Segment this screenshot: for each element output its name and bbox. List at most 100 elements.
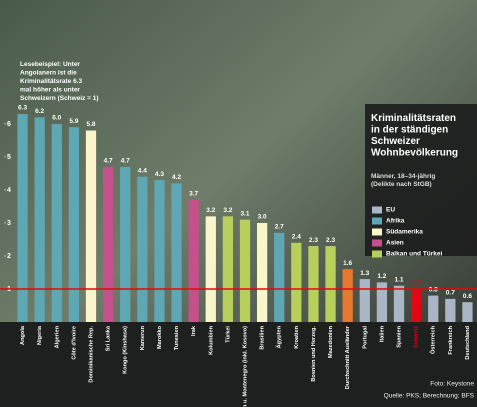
value-label: 1.3 xyxy=(360,270,369,277)
x-tick-label: Kamerun xyxy=(140,325,146,350)
bar xyxy=(393,285,405,322)
value-label: 0.6 xyxy=(463,293,472,300)
legend-label: Balkan und Türkei xyxy=(386,251,443,258)
value-label: 6.0 xyxy=(52,115,61,122)
bar xyxy=(51,123,62,322)
value-label: 3.2 xyxy=(206,207,215,214)
bar xyxy=(359,279,370,322)
bar xyxy=(342,269,353,322)
bar xyxy=(188,199,199,322)
legend-swatch xyxy=(372,250,382,258)
value-label: 3.7 xyxy=(189,191,198,198)
bar xyxy=(445,298,456,322)
y-tick-label: 4 xyxy=(7,187,11,194)
label-band xyxy=(0,322,477,407)
chart-title-text: Kriminalitätsraten in der ständigen Schwei… xyxy=(371,113,458,159)
value-label: 1.0 xyxy=(412,280,421,287)
value-label: 2.4 xyxy=(292,233,301,240)
chart-subtitle: Männer, 18–34-jährig (Delikte nach StGB) xyxy=(371,173,435,188)
bar xyxy=(291,242,302,322)
value-label: 3.0 xyxy=(258,214,267,221)
x-tick-label: Tunesien xyxy=(174,325,180,350)
bar xyxy=(171,183,182,322)
value-label: 4.7 xyxy=(104,158,113,165)
x-tick-label: Kolumbien xyxy=(208,325,214,354)
x-tick-label: Serbien u. Montenegro (inkl. Kosovo) xyxy=(242,326,248,407)
y-tick-label: 5 xyxy=(7,154,11,161)
value-label: 4.4 xyxy=(138,167,147,174)
x-tick-label: Irak xyxy=(191,325,197,336)
x-tick-label: Angola xyxy=(20,325,26,345)
legend-swatch xyxy=(372,228,382,236)
annotation-text: Lesebeispiel: Unter Angolanern ist die Kri… xyxy=(20,61,99,102)
x-tick-label: Kongo (Kinshasa) xyxy=(123,326,129,374)
bar xyxy=(274,232,285,322)
photo-credit: Foto: Keystone xyxy=(430,381,474,388)
bar xyxy=(154,180,165,322)
legend-label: Asien xyxy=(386,240,404,247)
value-label: 5.9 xyxy=(69,118,78,125)
value-label: 4.2 xyxy=(172,174,181,181)
chart-title: Kriminalitätsraten in der ständigen Schwei… xyxy=(371,113,458,159)
x-tick-label: Durchschnitt Ausländer xyxy=(345,325,351,389)
bar xyxy=(462,302,473,322)
value-label: 1.6 xyxy=(343,260,352,267)
value-label: 4.3 xyxy=(155,171,164,178)
value-label: 5.8 xyxy=(86,121,95,128)
value-label: 4.7 xyxy=(121,158,130,165)
legend-label: Südamerika xyxy=(386,229,423,236)
bar xyxy=(410,288,422,322)
x-tick-label: Mazedonien xyxy=(328,325,334,358)
bar xyxy=(102,166,114,322)
x-tick-label: Portugal xyxy=(362,326,368,349)
x-tick-label: Côte d'Ivoire xyxy=(71,326,77,360)
x-tick-label: Ägypten xyxy=(276,325,283,348)
value-label: 2.3 xyxy=(326,237,335,244)
legend-label: EU xyxy=(386,207,395,214)
bar xyxy=(85,130,97,322)
x-tick-label: Brasilien xyxy=(260,325,266,349)
value-label: 1.2 xyxy=(377,273,386,280)
value-label: 1.1 xyxy=(394,276,403,283)
bar xyxy=(239,219,251,322)
value-label: 3.1 xyxy=(240,210,249,217)
x-tick-label: Schweiz xyxy=(414,326,420,348)
x-tick-label: Dominikanische Rep. xyxy=(88,326,94,383)
bar xyxy=(256,222,268,322)
x-tick-label: Spanien xyxy=(396,325,402,347)
bar xyxy=(137,176,148,322)
x-tick-label: Österreich xyxy=(430,325,437,354)
bar xyxy=(120,166,131,322)
legend-swatch xyxy=(372,206,382,214)
value-label: 2.3 xyxy=(309,237,318,244)
y-tick-label: 2 xyxy=(7,253,11,260)
x-tick-label: Algerien xyxy=(54,325,60,348)
legend-swatch xyxy=(372,217,382,225)
x-tick-label: Türkei xyxy=(225,326,231,343)
value-label: 6.3 xyxy=(18,105,27,112)
x-tick-label: Bosnien und Herzeg. xyxy=(311,326,317,382)
value-label: 6.2 xyxy=(35,108,44,115)
bar xyxy=(376,282,388,322)
value-label: 2.7 xyxy=(275,224,284,231)
legend-label: Afrika xyxy=(386,218,405,225)
bar xyxy=(17,114,28,322)
bar xyxy=(205,216,216,322)
bar xyxy=(428,295,439,322)
bar xyxy=(325,246,336,322)
bar xyxy=(68,127,80,322)
bar xyxy=(34,117,45,323)
x-tick-label: Frankreich xyxy=(448,325,454,354)
source-credit: Quelle: PKS; Berechnung: BFS xyxy=(384,393,475,400)
x-tick-label: Nigeria xyxy=(37,325,43,345)
x-tick-label: Sri Lanka xyxy=(106,325,112,351)
value-label: 0.7 xyxy=(446,290,455,297)
annotation: Lesebeispiel: Unter Angolanern ist die Kri… xyxy=(20,61,99,102)
x-tick-label: Italien xyxy=(379,325,385,342)
legend-swatch xyxy=(372,239,382,247)
bar xyxy=(222,216,234,322)
x-tick-label: Deutschland xyxy=(465,325,471,359)
y-tick-label: 3 xyxy=(7,220,11,227)
value-label: 0.8 xyxy=(429,286,438,293)
